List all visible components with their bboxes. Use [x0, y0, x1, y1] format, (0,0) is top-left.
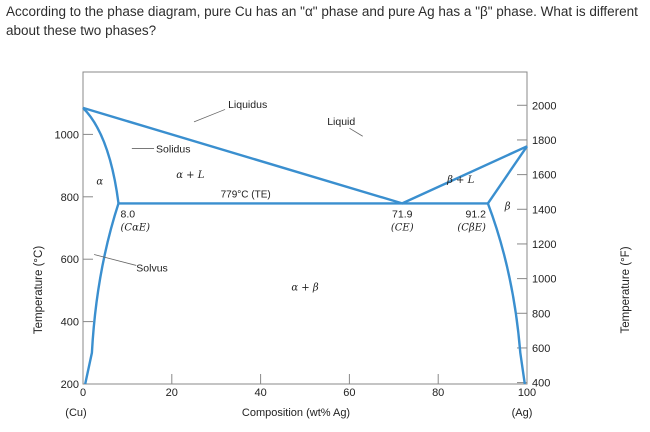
x-end-label-cu: (Cu)	[65, 407, 86, 419]
x-tick-label: 20	[166, 387, 178, 399]
y-tick-label-c: 600	[61, 254, 79, 266]
solidus-beta-line	[486, 145, 528, 205]
y-tick-label-f: 1800	[532, 135, 556, 147]
y-tick-label-c: 800	[61, 192, 79, 204]
beta-label: β	[504, 201, 511, 212]
solidus-label: Solidus	[156, 143, 190, 155]
right-axis-ticks: 400 600 800 1000 1200 1400 1600 1800 2000	[517, 100, 556, 390]
y-tick-label-f: 600	[532, 343, 550, 355]
solvus-beta-line	[486, 202, 526, 385]
alpha-liquid-label: α + L	[176, 170, 204, 181]
y-tick-label-f: 1200	[532, 239, 556, 251]
eutectic-composition-value: 71.9	[392, 208, 413, 220]
liquidus-label: Liquidus	[228, 99, 267, 111]
y-tick-label-f: 1400	[532, 204, 556, 216]
liquidus-line	[82, 106, 528, 205]
x-axis-label: Composition (wt% Ag)	[242, 407, 350, 419]
diagram-annotations: Liquidus Liquid Solidus Solvus α α + L β + L β α…	[93, 99, 511, 293]
alpha-composition-symbol: (CαE)	[121, 222, 151, 233]
liquid-leader	[349, 127, 363, 137]
y-tick-label-f: 800	[532, 308, 550, 320]
liquid-label: Liquid	[327, 116, 355, 128]
x-tick-label: 100	[518, 387, 536, 399]
x-end-label-ag: (Ag)	[512, 407, 533, 419]
y-tick-label-f: 2000	[532, 100, 556, 112]
eutectic-temperature-label: 779°C (TE)	[221, 189, 271, 200]
left-axis-ticks: 200 400 600 800 1000	[55, 129, 93, 391]
question-text: According to the phase diagram, pure Cu …	[6, 4, 638, 38]
y-tick-label-c: 1000	[55, 129, 79, 141]
solvus-label: Solvus	[136, 262, 168, 274]
y-axis-label-fahrenheit: Temperature (°F)	[620, 246, 632, 333]
phase-boundaries	[82, 106, 528, 385]
beta-composition-symbol: (CβE)	[457, 222, 486, 233]
alpha-beta-label: α + β	[291, 282, 318, 293]
solvus-leader	[93, 254, 137, 266]
alpha-label: α	[96, 176, 103, 187]
x-tick-label: 60	[343, 387, 355, 399]
beta-liquid-label: β + L	[446, 175, 475, 186]
x-tick-label: 40	[254, 387, 266, 399]
bottom-axis-ticks: 0 20 40 60 80 100	[80, 374, 536, 399]
plot-frame	[82, 71, 528, 385]
eutectic-composition-symbol: (CE)	[391, 222, 414, 233]
y-tick-label-f: 1600	[532, 170, 556, 182]
beta-composition-value: 91.2	[465, 208, 486, 220]
solidus-alpha-line	[82, 107, 120, 204]
liquidus-leader	[193, 109, 226, 123]
alpha-composition-value: 8.0	[121, 208, 136, 220]
y-tick-label-f: 400	[532, 378, 550, 390]
plot-border	[82, 71, 528, 385]
y-axis-label-celsius: Temperature (°C)	[33, 246, 45, 334]
x-tick-label: 80	[432, 387, 444, 399]
x-tick-label: 0	[80, 387, 86, 399]
solvus-alpha-line	[84, 203, 120, 385]
y-tick-label-c: 200	[61, 379, 79, 391]
y-tick-label-f: 1000	[532, 274, 556, 286]
y-tick-label-c: 400	[61, 317, 79, 329]
